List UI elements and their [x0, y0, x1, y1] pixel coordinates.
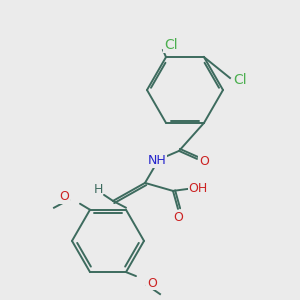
Text: OH: OH	[188, 182, 208, 195]
Text: H: H	[93, 183, 103, 196]
Text: O: O	[199, 155, 209, 168]
Text: Cl: Cl	[164, 38, 178, 52]
Text: NH: NH	[148, 154, 166, 167]
Text: Cl: Cl	[233, 73, 247, 87]
Text: O: O	[59, 190, 69, 203]
Text: O: O	[147, 277, 157, 290]
Text: O: O	[173, 212, 183, 224]
